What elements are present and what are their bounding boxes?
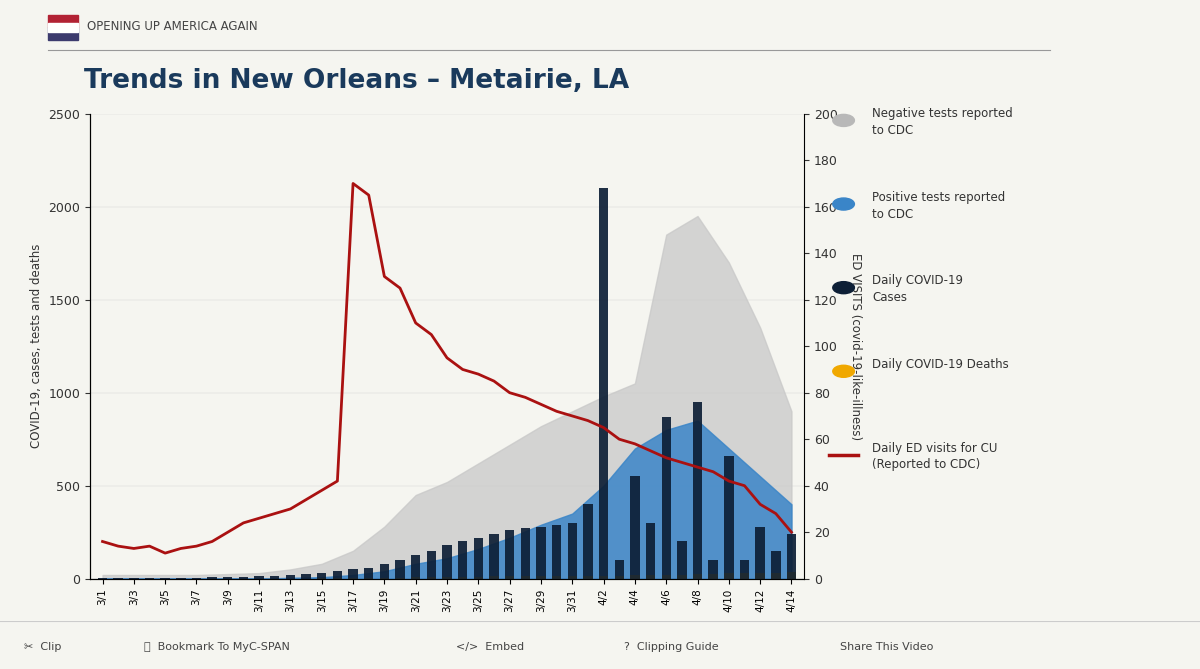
Bar <box>130 578 138 579</box>
Text: OPENING UP AMERICA AGAIN: OPENING UP AMERICA AGAIN <box>88 19 258 33</box>
Bar <box>740 560 749 579</box>
Bar <box>348 569 358 579</box>
Bar <box>48 15 78 27</box>
Bar <box>443 545 451 579</box>
Bar <box>661 417 671 579</box>
Bar <box>286 575 295 579</box>
Bar <box>239 577 248 579</box>
Bar <box>410 555 420 579</box>
Bar <box>208 577 217 579</box>
Bar <box>772 573 780 579</box>
Bar <box>254 577 264 579</box>
Bar <box>410 577 420 579</box>
Text: (Reported to CDC): (Reported to CDC) <box>872 458 980 472</box>
Bar <box>724 573 733 579</box>
Bar <box>756 527 764 579</box>
Bar <box>443 577 451 579</box>
Bar <box>724 456 733 579</box>
Bar <box>379 564 389 579</box>
Text: ?  Clipping Guide: ? Clipping Guide <box>624 642 719 652</box>
Bar <box>740 573 749 579</box>
Bar <box>176 578 186 579</box>
Text: to CDC: to CDC <box>872 124 913 137</box>
Bar <box>490 577 499 579</box>
Text: 🔖  Bookmark To MyC-SPAN: 🔖 Bookmark To MyC-SPAN <box>144 642 290 652</box>
Bar <box>599 188 608 579</box>
Bar <box>692 402 702 579</box>
Bar <box>332 571 342 579</box>
Bar <box>427 577 436 579</box>
Bar <box>568 576 577 579</box>
Bar <box>661 575 671 579</box>
Bar <box>379 578 389 579</box>
Bar <box>145 578 154 579</box>
Bar <box>708 560 718 579</box>
Bar <box>192 577 202 579</box>
Y-axis label: COVID-19, cases, tests and deaths: COVID-19, cases, tests and deaths <box>30 244 43 448</box>
Bar <box>301 574 311 579</box>
Bar <box>474 577 484 579</box>
Bar <box>348 578 358 579</box>
Bar <box>708 574 718 579</box>
Text: Positive tests reported: Positive tests reported <box>872 191 1006 204</box>
Bar <box>458 541 467 579</box>
Bar <box>630 476 640 579</box>
Bar <box>458 577 467 579</box>
Bar <box>395 578 404 579</box>
Bar <box>599 576 608 579</box>
Bar <box>787 534 796 579</box>
Bar <box>646 523 655 579</box>
Bar <box>787 572 796 579</box>
Bar <box>505 577 515 579</box>
Bar <box>161 578 170 579</box>
Bar <box>223 577 233 579</box>
Bar <box>427 551 436 579</box>
Bar <box>317 573 326 579</box>
Bar <box>270 576 280 579</box>
Bar <box>536 577 546 579</box>
Bar <box>505 531 515 579</box>
Bar <box>552 576 562 579</box>
Y-axis label: ED VISITS (covid-19-like-illness): ED VISITS (covid-19-like-illness) <box>848 253 862 440</box>
Bar <box>583 504 593 579</box>
Text: Daily ED visits for CU: Daily ED visits for CU <box>872 442 997 455</box>
Bar <box>772 551 780 579</box>
Bar <box>568 523 577 579</box>
Bar <box>536 527 546 579</box>
Bar <box>614 576 624 579</box>
Text: Share This Video: Share This Video <box>840 642 934 652</box>
Bar <box>48 27 78 40</box>
Text: Negative tests reported: Negative tests reported <box>872 107 1013 120</box>
Bar <box>521 577 530 579</box>
Bar <box>48 23 78 31</box>
Bar <box>614 560 624 579</box>
Bar <box>692 574 702 579</box>
Text: to CDC: to CDC <box>872 207 913 221</box>
Bar <box>552 524 562 579</box>
Bar <box>395 560 404 579</box>
Text: Cases: Cases <box>872 291 907 304</box>
Text: Trends in New Orleans – Metairie, LA: Trends in New Orleans – Metairie, LA <box>84 68 629 94</box>
Text: </>  Embed: </> Embed <box>456 642 524 652</box>
Bar <box>364 578 373 579</box>
Bar <box>677 575 686 579</box>
Bar <box>583 576 593 579</box>
Bar <box>364 567 373 579</box>
Bar <box>646 575 655 579</box>
Text: ✂  Clip: ✂ Clip <box>24 642 61 652</box>
Bar <box>474 538 484 579</box>
Bar <box>521 529 530 579</box>
Bar <box>756 573 764 579</box>
Bar <box>677 541 686 579</box>
Text: Daily COVID-19: Daily COVID-19 <box>872 274 964 288</box>
Bar <box>630 575 640 579</box>
Text: Daily COVID-19 Deaths: Daily COVID-19 Deaths <box>872 358 1009 371</box>
Bar <box>490 534 499 579</box>
